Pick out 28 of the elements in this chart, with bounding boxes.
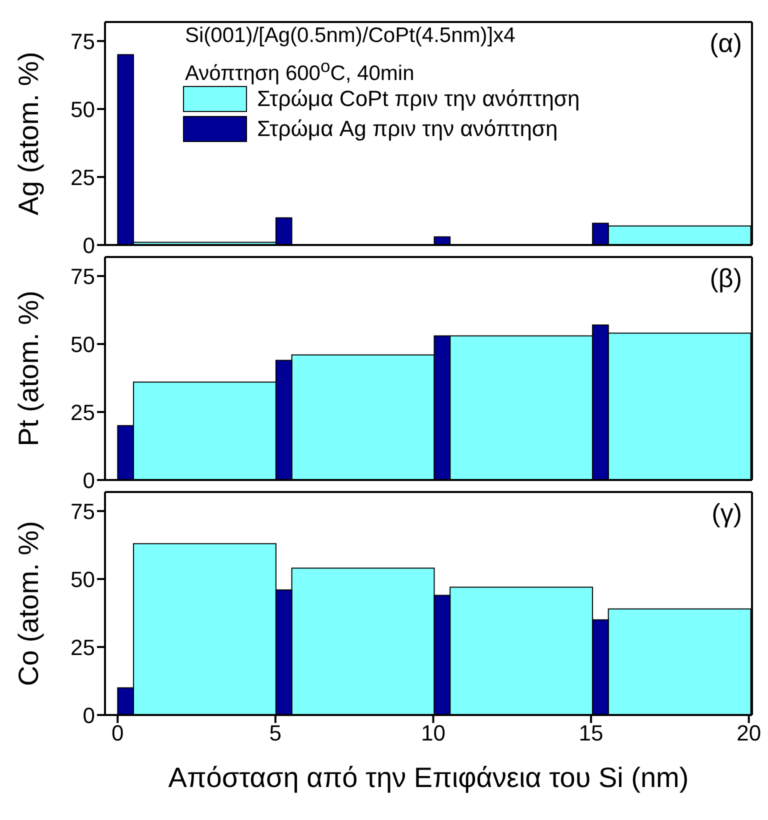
y-tick-label: 50 bbox=[70, 332, 95, 357]
y-tick-label: 0 bbox=[82, 468, 95, 493]
y-tick-label: 25 bbox=[70, 164, 95, 190]
y-axis-title: Ag (atom. %) bbox=[13, 52, 44, 216]
legend-label: Στρώμα CoPt πριν την ανόπτηση bbox=[257, 86, 580, 112]
x-tick-label: 0 bbox=[112, 720, 124, 746]
legend-label: Στρώμα Ag πριν την ανόπτηση bbox=[257, 116, 558, 142]
annotation: (β) bbox=[710, 263, 742, 294]
y-tick-label: 0 bbox=[82, 702, 95, 728]
x-tick-label: 5 bbox=[269, 720, 282, 746]
annotation: Ανόπτηση 600$^{o}$C, 40min bbox=[185, 56, 414, 86]
y-tick-label: 50 bbox=[70, 566, 95, 592]
y-tick-label: 50 bbox=[70, 96, 95, 122]
x-tick-label: 10 bbox=[420, 720, 446, 746]
y-tick-label: 25 bbox=[70, 634, 95, 660]
y-axis-title: Pt (atom. %) bbox=[13, 290, 44, 446]
y-tick-label: 75 bbox=[70, 264, 95, 289]
y-tick-label: 25 bbox=[70, 400, 95, 425]
x-axis-title: Απόσταση από την Επιφάνεια του Si (nm) bbox=[168, 762, 689, 793]
annotation: (γ) bbox=[712, 498, 742, 529]
x-tick-label: 20 bbox=[736, 720, 762, 746]
x-tick-label: 15 bbox=[578, 720, 604, 746]
y-axis-title: Co (atom. %) bbox=[13, 521, 44, 686]
y-tick-label: 75 bbox=[70, 498, 95, 524]
annotation: (α) bbox=[710, 28, 742, 59]
y-tick-label: 0 bbox=[82, 232, 95, 258]
annotation: Si(001)/[Ag(0.5nm)/CoPt(4.5nm)]x4 bbox=[185, 24, 516, 48]
y-tick-label: 75 bbox=[70, 28, 95, 54]
